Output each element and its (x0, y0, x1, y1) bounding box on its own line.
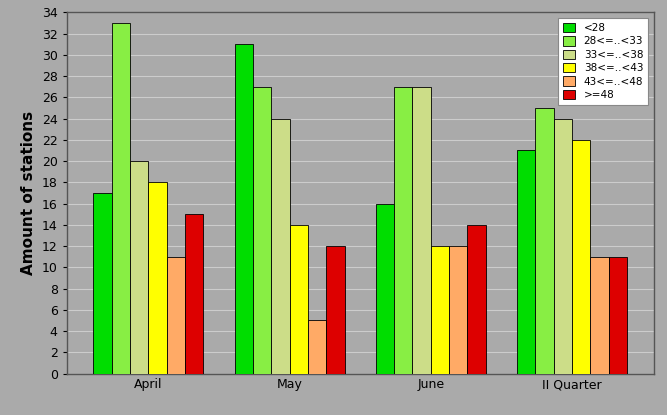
Bar (167, 257, 185, 374)
Bar (449, 246, 468, 374)
Bar (431, 246, 449, 374)
Bar (590, 257, 608, 374)
Bar (535, 108, 554, 374)
Bar (326, 246, 345, 374)
Bar (308, 320, 326, 374)
Legend: <28, 28<=..<33, 33<=..<38, 38<=..<43, 43<=..<48, >=48: <28, 28<=..<33, 33<=..<38, 38<=..<43, 43… (558, 18, 648, 105)
Bar (235, 44, 253, 374)
Y-axis label: Amount of stations: Amount of stations (21, 111, 36, 275)
Bar (185, 214, 203, 374)
Bar (289, 225, 308, 374)
Bar (412, 87, 431, 374)
Bar (394, 87, 412, 374)
Bar (608, 257, 627, 374)
Bar (572, 140, 590, 374)
Bar (468, 225, 486, 374)
Bar (149, 182, 167, 374)
Bar (130, 161, 149, 374)
Bar (112, 23, 130, 374)
Bar (517, 151, 535, 374)
Bar (93, 193, 112, 374)
Bar (554, 119, 572, 374)
Bar (253, 87, 271, 374)
Bar (271, 119, 289, 374)
Bar (376, 204, 394, 374)
